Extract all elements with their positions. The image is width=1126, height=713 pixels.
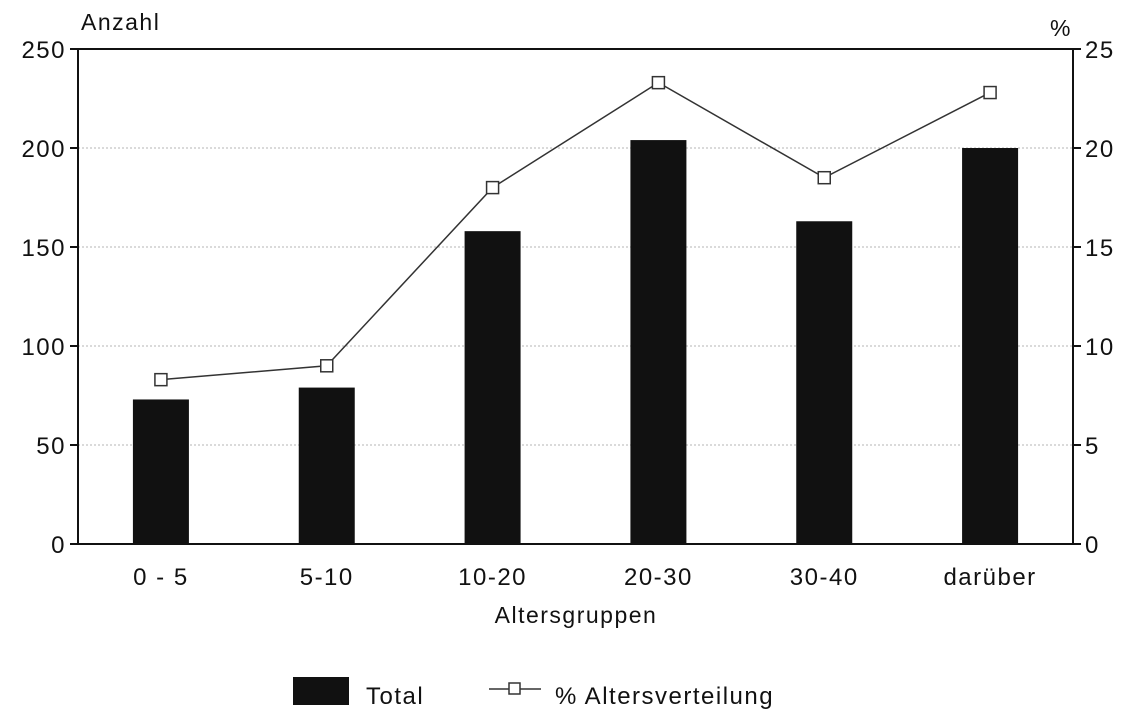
right-axis-title: % — [1050, 15, 1072, 41]
line-series — [154, 75, 997, 387]
line-marker — [320, 359, 334, 373]
x-tick-label: 20-30 — [624, 564, 693, 591]
line-marker — [651, 75, 666, 90]
line-marker — [485, 180, 500, 195]
axis-ticks — [70, 48, 1081, 545]
line-marker — [983, 85, 997, 100]
legend-swatch-total — [293, 677, 349, 705]
x-tick-label: 0 - 5 — [133, 564, 189, 591]
left-tick-label: 100 — [21, 334, 66, 361]
right-tick-label: 25 — [1085, 37, 1115, 64]
line-marker — [154, 372, 168, 387]
right-tick-label: 10 — [1085, 334, 1115, 361]
left-tick-label: 250 — [21, 37, 66, 64]
x-tick-label: 30-40 — [790, 564, 859, 591]
right-tick-label: 15 — [1085, 235, 1115, 262]
bar — [796, 221, 853, 544]
bar — [464, 231, 521, 544]
legend: Total % Altersverteilung — [293, 677, 774, 710]
bar — [132, 399, 189, 544]
line-path — [160, 81, 991, 381]
right-tick-label: 20 — [1085, 136, 1115, 163]
legend-label-total: Total — [366, 683, 424, 710]
legend-marker-icon — [508, 682, 521, 695]
bar — [962, 148, 1019, 544]
x-tick-label: darüber — [943, 564, 1036, 591]
line-marker — [817, 170, 831, 185]
plot-frame — [77, 48, 1074, 545]
tick-labels: 0 0 50 5 100 10 150 15 200 20 250 25 0 - 5 5-10 10-20 2… — [21, 37, 1115, 591]
x-tick-label: 10-20 — [458, 564, 527, 591]
grid-lines — [78, 147, 1073, 446]
left-tick-label: 50 — [36, 433, 66, 460]
left-tick-label: 200 — [21, 136, 66, 163]
bar-series — [132, 140, 1019, 544]
bar — [630, 140, 687, 544]
left-axis-title: Anzahl — [81, 9, 160, 35]
left-tick-label: 0 — [51, 532, 66, 559]
bar — [298, 387, 355, 544]
x-tick-label: 5-10 — [300, 564, 354, 591]
left-tick-label: 150 — [21, 235, 66, 262]
right-tick-label: 0 — [1085, 532, 1100, 559]
legend-label-percent: % Altersverteilung — [555, 683, 774, 710]
right-tick-label: 5 — [1085, 433, 1100, 460]
x-axis-title: Altersgruppen — [495, 602, 658, 628]
